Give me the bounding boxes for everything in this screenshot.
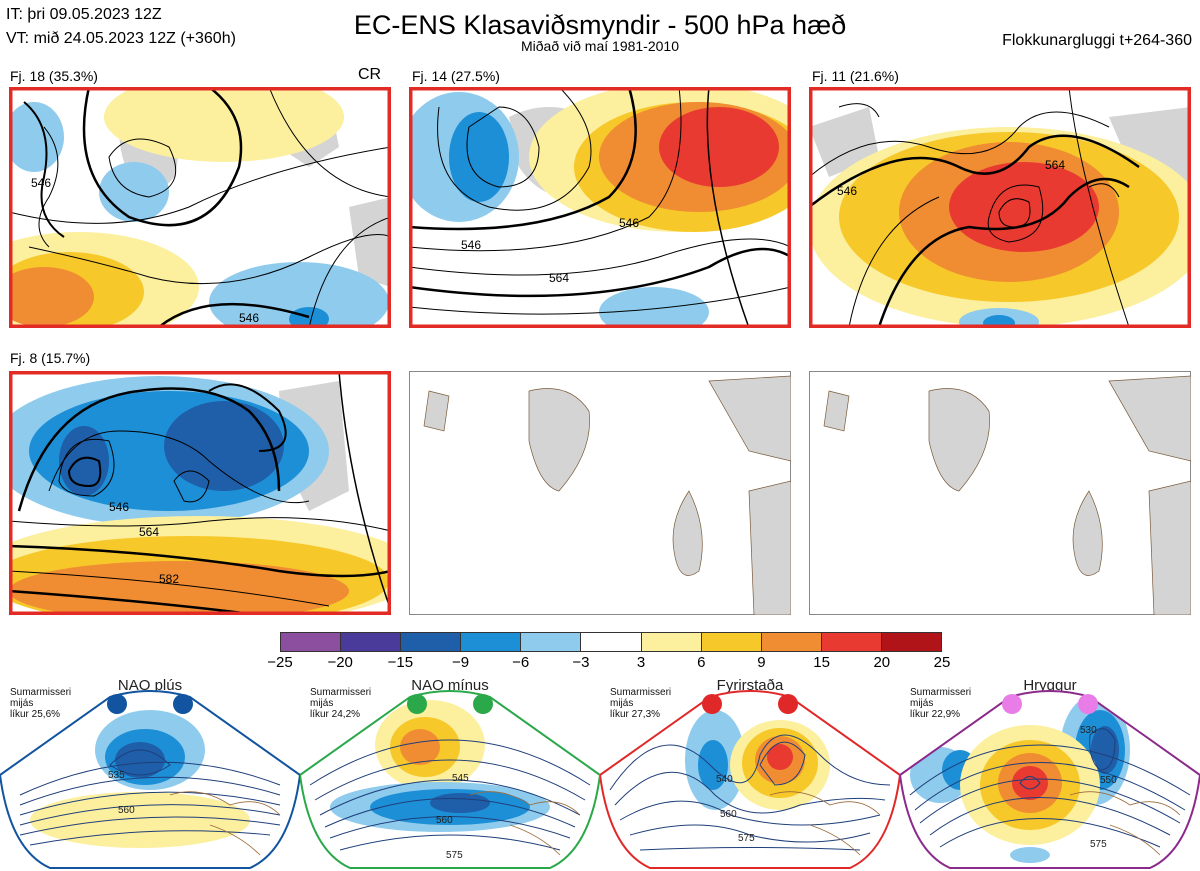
colorbar-segment (881, 633, 942, 651)
contour-label: 545 (452, 773, 469, 784)
colorbar-tick-label: −3 (572, 654, 590, 671)
contour-label: 575 (738, 833, 755, 844)
issue-time: IT: þri 09.05.2023 12Z (6, 6, 162, 23)
regime-blocking: Fyrirstaða Sumarmisseri mijás líkur 27,3% (600, 675, 900, 871)
colorbar-tick-label: 6 (697, 654, 706, 671)
colorbar-segment (641, 633, 702, 651)
colorbar-segment (341, 633, 402, 651)
colorbar (280, 632, 942, 652)
colorbar-tick-label: −20 (327, 654, 353, 671)
contour-label: 575 (1090, 839, 1107, 850)
colorbar-segment (281, 633, 342, 651)
panel-1-label: Fj. 18 (35.3%) (10, 68, 98, 84)
colorbar-segment (701, 633, 762, 651)
contour-label: 560 (720, 809, 737, 820)
contour-label: 535 (108, 770, 125, 781)
colorbar-segment (521, 633, 582, 651)
cluster-map-1: 546 546 (9, 87, 391, 328)
colorbar-tick-label: 20 (873, 654, 891, 671)
regime-title: Hryggur (1023, 677, 1077, 694)
page-subtitle: Miðað við maí 1981-2010 (521, 38, 679, 54)
regime-title: NAO plús (117, 677, 183, 694)
classification-window: Flokkunargluggi t+264-360 (1002, 32, 1192, 49)
contour-label: 530 (1080, 725, 1097, 736)
colorbar-segment (401, 633, 462, 651)
panel-3-label: Fj. 11 (21.6%) (812, 68, 899, 84)
empty-map-6 (809, 371, 1191, 615)
regime-note: Sumarmisseri mijás líkur 25,6% (10, 687, 72, 720)
regime-note: Sumarmisseri mijás líkur 27,3% (610, 687, 672, 720)
contour-label: 564 (139, 525, 159, 539)
contour-label: 546 (461, 238, 481, 252)
colorbar-tick-label: 3 (636, 654, 646, 671)
colorbar-tick-label: −25 (267, 654, 293, 671)
panel-1-cr-marker: CR (358, 66, 382, 83)
contour-label: 546 (619, 216, 639, 230)
cluster-map-2: 546 564 546 (409, 87, 791, 328)
contour-label: 546 (31, 176, 51, 190)
regime-ridge: Hryggur Sumarmisseri mijás líkur 22,9% (900, 675, 1200, 871)
contour-label: 546 (109, 500, 129, 514)
panel-4-label: Fj. 8 (15.7%) (10, 350, 91, 366)
colorbar-tick-label: 9 (757, 654, 766, 671)
regime-note: Sumarmisseri mijás líkur 24,2% (310, 687, 372, 720)
regime-nao-plus: NAO plús Sumarmisseri mijás líkur 25,6% 53… (0, 675, 300, 871)
contour-label: 550 (1100, 775, 1117, 786)
contour-label: 560 (118, 805, 135, 816)
contour-label: 564 (1045, 158, 1065, 172)
contour-label: 546 (837, 184, 857, 198)
colorbar-segment (761, 633, 822, 651)
regime-nao-minus: NAO mínus Sumarmisseri mijás líkur 24,2% 5… (300, 675, 600, 871)
panel-2-label: Fj. 14 (27.5%) (412, 68, 500, 84)
cluster-map-4: 546 564 582 (9, 371, 391, 615)
colorbar-tick-label: 25 (933, 654, 951, 671)
regime-title: NAO mínus (411, 677, 489, 694)
contour-label: 540 (716, 774, 733, 785)
colorbar-segment (461, 633, 522, 651)
colorbar-tick-label: −9 (451, 654, 470, 671)
contour-label: 575 (446, 850, 463, 861)
contour-label: 564 (549, 271, 569, 285)
valid-time: VT: mið 24.05.2023 12Z (+360h) (6, 30, 236, 47)
cluster-map-3: 546 564 (809, 87, 1191, 328)
page-title: EC-ENS Klasaviðsmyndir - 500 hPa hæð (353, 10, 847, 40)
contour-label: 546 (239, 311, 259, 325)
regime-note: Sumarmisseri mijás líkur 22,9% (910, 687, 972, 720)
regime-title: Fyrirstaða (716, 677, 784, 694)
contour-label: 582 (159, 572, 179, 586)
colorbar-tick-label: −15 (387, 654, 414, 671)
colorbar-segment (821, 633, 882, 651)
colorbar-tick-label: −6 (512, 654, 530, 671)
contour-label: 560 (436, 815, 453, 826)
colorbar-tick-label: 15 (813, 654, 830, 671)
colorbar-segment (581, 633, 642, 651)
empty-map-5 (409, 371, 791, 615)
